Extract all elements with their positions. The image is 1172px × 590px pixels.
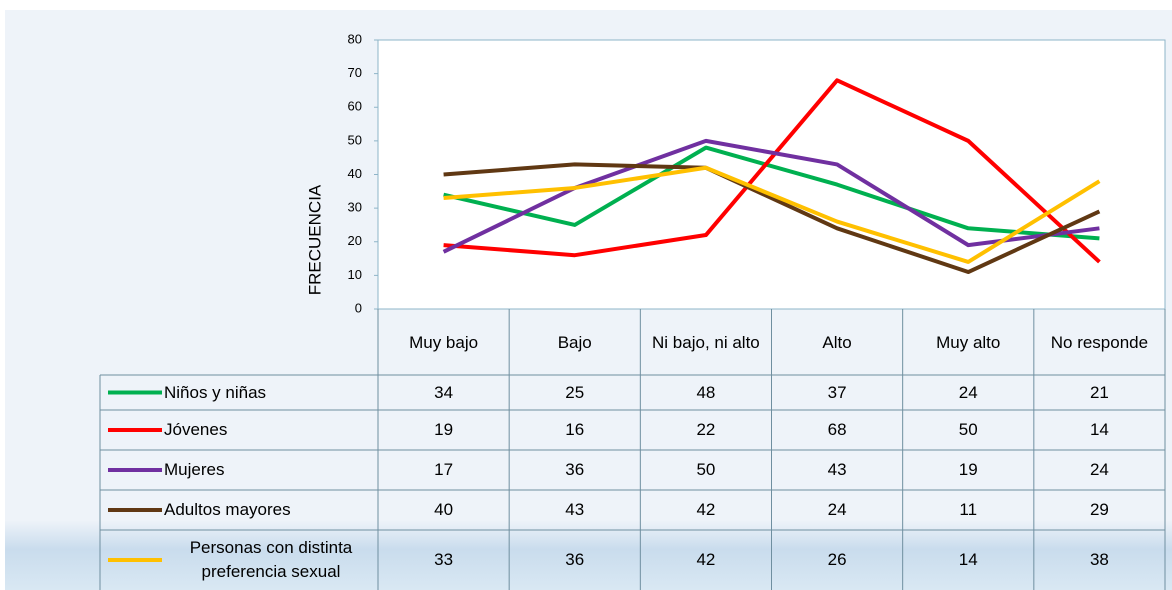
series-line	[443, 165, 1101, 264]
table-value: 24	[958, 382, 978, 402]
table-value: 25	[565, 382, 585, 402]
y-axis-label: FRECUENCIA	[305, 184, 324, 295]
y-tick-label: 80	[348, 31, 362, 46]
table-value: 42	[696, 550, 716, 569]
y-tick-label: 10	[348, 267, 362, 282]
legend-label: Jóvenes	[164, 420, 228, 439]
table-value: 11	[959, 500, 978, 519]
x-tick-label: Ni bajo, ni alto	[652, 333, 760, 352]
y-tick-label: 70	[348, 65, 362, 80]
legend-label: Personas con distinta preferencia sexual	[189, 538, 353, 581]
table-value: 50	[958, 420, 978, 439]
x-tick-label: Muy alto	[936, 333, 1001, 352]
table-value: 43	[827, 460, 847, 479]
x-tick-label: Muy bajo	[409, 333, 479, 352]
table-value: 22	[696, 420, 716, 439]
table-value: 14	[958, 550, 978, 569]
x-tick-label: Bajo	[557, 333, 592, 352]
table-value: 17	[434, 460, 454, 479]
y-tick-label: 20	[348, 233, 362, 248]
legend-label: Niños y niñas	[164, 382, 267, 402]
y-tick-label: 0	[355, 300, 362, 315]
table-value: 19	[958, 460, 978, 479]
table-value: 36	[565, 550, 585, 569]
legend-label: Mujeres	[164, 460, 225, 479]
plot-area	[377, 39, 1166, 310]
table-value: 24	[827, 500, 847, 519]
table-value: 24	[1089, 460, 1109, 479]
table-value: 48	[696, 382, 716, 402]
table-value: 33	[434, 550, 454, 569]
table-value: 38	[1089, 550, 1109, 569]
table-value: 14	[1089, 420, 1109, 439]
table-value: 43	[565, 500, 585, 519]
table-value: 37	[827, 382, 847, 402]
table-value: 42	[696, 500, 716, 519]
table-value: 21	[1089, 382, 1109, 402]
table-value: 16	[565, 420, 585, 439]
table-value: 19	[434, 420, 454, 439]
table-value: 29	[1089, 500, 1109, 519]
y-tick-label: 60	[348, 99, 362, 114]
table-value: 26	[827, 550, 847, 569]
x-tick-label: No responde	[1050, 333, 1149, 352]
series-line	[443, 145, 1100, 241]
table-value: 50	[696, 460, 716, 479]
legend-label: Adultos mayores	[164, 500, 291, 519]
table-value: 40	[434, 500, 454, 519]
y-tick-label: 30	[348, 200, 362, 215]
y-tick-label: 40	[348, 166, 362, 181]
y-tick-label: 50	[348, 132, 362, 147]
x-tick-label: Alto	[822, 333, 852, 352]
table-value: 34	[434, 382, 454, 402]
series-line	[443, 162, 1101, 275]
series-line	[442, 138, 1100, 254]
series-line	[443, 78, 1101, 264]
table-value: 36	[565, 460, 585, 479]
table-value: 68	[827, 420, 847, 439]
